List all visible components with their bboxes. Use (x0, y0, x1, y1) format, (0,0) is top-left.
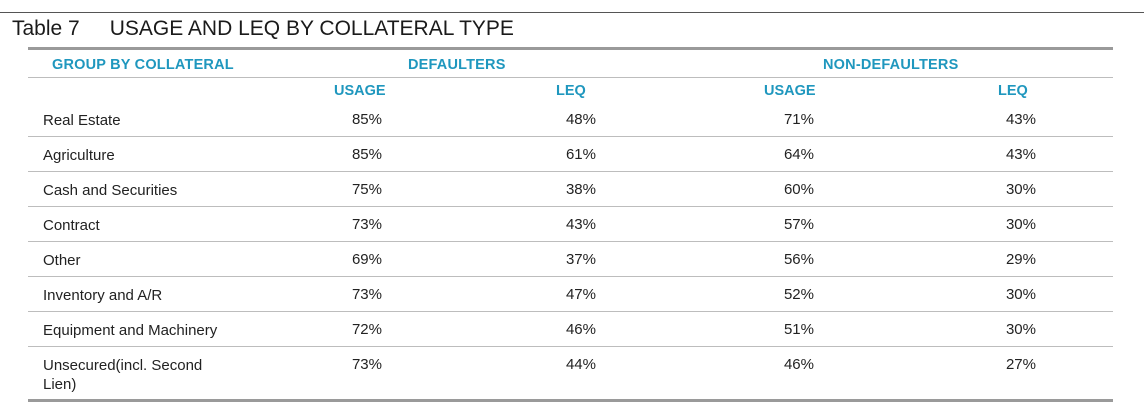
row-non-defaulters-leq: 27% (1005, 356, 1036, 373)
row-defaulters-usage: 85% (351, 146, 382, 163)
row-non-defaulters-usage: 57% (783, 216, 814, 233)
row-defaulters-usage: 73% (351, 356, 382, 373)
row-non-defaulters-usage: 56% (783, 251, 814, 268)
row-collateral-name: Real Estate (43, 112, 121, 129)
row-non-defaulters-leq: 29% (1005, 251, 1036, 268)
top-rule (0, 12, 1144, 13)
row-divider (28, 171, 1113, 172)
row-collateral-name: Cash and Securities (43, 182, 178, 199)
table-row: Contract 73% 43% 57% 30% (28, 207, 1113, 242)
row-defaulters-leq: 43% (565, 216, 596, 233)
row-collateral-name: Equipment and Machinery (43, 322, 218, 339)
table-title: USAGE AND LEQ BY COLLATERAL TYPE (109, 17, 514, 40)
row-defaulters-leq: 44% (565, 356, 596, 373)
table-row: Other 69% 37% 56% 29% (28, 242, 1113, 277)
subheader-non-defaulters-usage: USAGE (764, 83, 816, 99)
table-row: Unsecured(incl. Second Lien) 73% 44% 46%… (28, 347, 1113, 399)
row-defaulters-usage: 75% (351, 181, 382, 198)
row-defaulters-leq: 48% (565, 111, 596, 128)
table-row: Real Estate 85% 48% 71% 43% (28, 102, 1113, 137)
table-row: Inventory and A/R 73% 47% 52% 30% (28, 277, 1113, 312)
row-divider (28, 206, 1113, 207)
table-row: Equipment and Machinery 72% 46% 51% 30% (28, 312, 1113, 347)
row-non-defaulters-usage: 71% (783, 111, 814, 128)
row-defaulters-usage: 72% (351, 321, 382, 338)
table-row: Agriculture 85% 61% 64% 43% (28, 137, 1113, 172)
row-defaulters-usage: 73% (351, 286, 382, 303)
row-non-defaulters-leq: 30% (1005, 286, 1036, 303)
row-defaulters-leq: 46% (565, 321, 596, 338)
table-row: Cash and Securities 75% 38% 60% 30% (28, 172, 1113, 207)
header-divider (28, 77, 1113, 78)
row-defaulters-usage: 69% (351, 251, 382, 268)
row-non-defaulters-leq: 43% (1005, 111, 1036, 128)
row-collateral-name: Inventory and A/R (43, 287, 163, 304)
row-divider (28, 311, 1113, 312)
row-non-defaulters-usage: 46% (783, 356, 814, 373)
row-divider (28, 276, 1113, 277)
header-defaulters: DEFAULTERS (408, 57, 506, 73)
table-caption: Table 7 USAGE AND LEQ BY COLLATERAL TYPE (12, 17, 514, 41)
row-non-defaulters-usage: 64% (783, 146, 814, 163)
subheader-non-defaulters-leq: LEQ (998, 83, 1028, 99)
row-divider (28, 346, 1113, 347)
header-non-defaulters: NON-DEFAULTERS (823, 57, 959, 73)
row-collateral-name: Contract (43, 217, 100, 234)
row-non-defaulters-leq: 43% (1005, 146, 1036, 163)
row-divider (28, 241, 1113, 242)
subheader-defaulters-usage: USAGE (334, 83, 386, 99)
row-non-defaulters-leq: 30% (1005, 181, 1036, 198)
row-non-defaulters-leq: 30% (1005, 216, 1036, 233)
row-defaulters-leq: 37% (565, 251, 596, 268)
row-collateral-name: Agriculture (43, 147, 115, 164)
row-non-defaulters-usage: 52% (783, 286, 814, 303)
table-bottom-rule (28, 399, 1113, 402)
row-collateral-name: Other (43, 252, 81, 269)
row-collateral-name: Unsecured(incl. Second Lien) (43, 357, 203, 393)
row-defaulters-leq: 47% (565, 286, 596, 303)
row-non-defaulters-usage: 60% (783, 181, 814, 198)
table-top-rule (28, 47, 1113, 50)
table-number: Table 7 (12, 17, 80, 40)
row-defaulters-leq: 38% (565, 181, 596, 198)
row-defaulters-usage: 73% (351, 216, 382, 233)
header-group-by-collateral: GROUP BY COLLATERAL (52, 57, 234, 73)
row-non-defaulters-leq: 30% (1005, 321, 1036, 338)
row-non-defaulters-usage: 51% (783, 321, 814, 338)
row-defaulters-usage: 85% (351, 111, 382, 128)
row-defaulters-leq: 61% (565, 146, 596, 163)
subheader-defaulters-leq: LEQ (556, 83, 586, 99)
row-divider (28, 136, 1113, 137)
